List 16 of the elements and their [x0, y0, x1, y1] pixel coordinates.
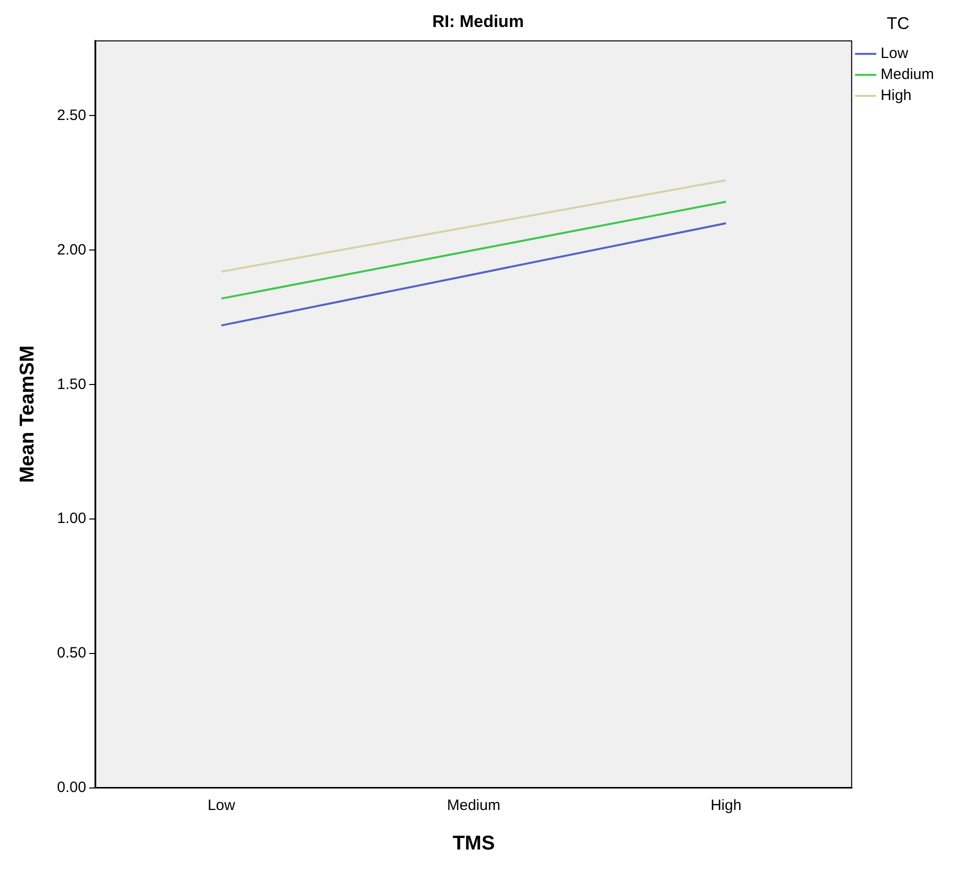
legend-label: Medium — [880, 66, 934, 84]
y-tick-label: 0.50 — [56, 644, 86, 662]
y-tick-label: 1.50 — [56, 376, 86, 393]
y-tick-label: 2.50 — [56, 106, 86, 124]
legend-label: High — [880, 87, 912, 104]
y-tick-label: 1.00 — [56, 510, 86, 528]
x-tick-label: Medium — [446, 797, 500, 814]
y-tick-label: 2.00 — [56, 241, 86, 258]
y-axis-title: Mean TeamSM — [16, 345, 39, 483]
legend-title: TC — [886, 14, 910, 34]
x-tick-label: Low — [208, 797, 236, 814]
x-tick-label: High — [710, 797, 742, 814]
legend-label: Low — [880, 45, 908, 62]
chart-title: RI: Medium — [432, 12, 524, 31]
x-axis-title: TMS — [452, 832, 495, 855]
y-tick-label: 0.00 — [56, 779, 86, 796]
